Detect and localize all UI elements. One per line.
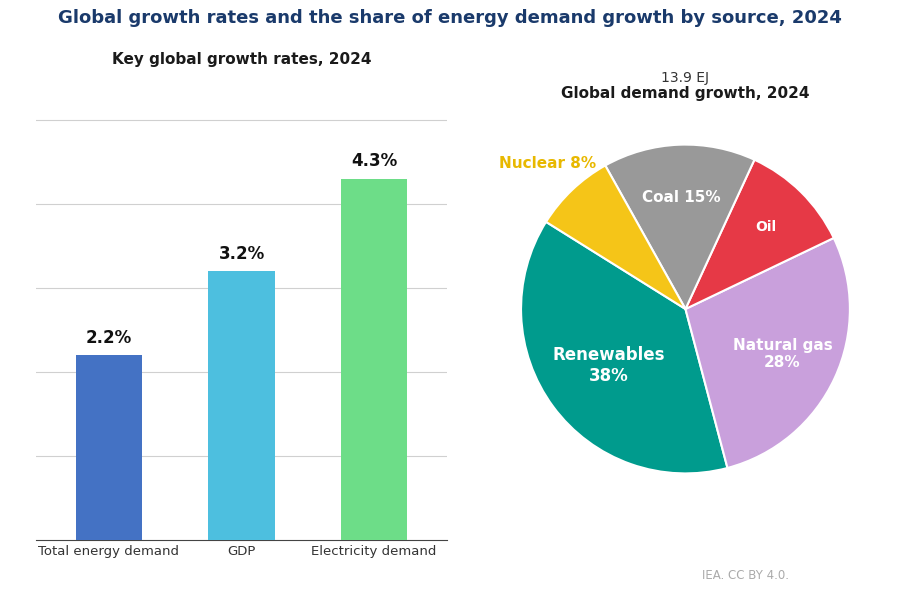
Wedge shape <box>521 222 727 473</box>
Wedge shape <box>546 166 686 309</box>
Text: Coal 15%: Coal 15% <box>642 190 721 205</box>
Bar <box>341 179 408 540</box>
Wedge shape <box>686 238 850 468</box>
Wedge shape <box>686 160 833 309</box>
Text: 4.3%: 4.3% <box>351 152 397 170</box>
Title: Global demand growth, 2024: Global demand growth, 2024 <box>562 86 810 101</box>
Text: Renewables
38%: Renewables 38% <box>553 346 665 385</box>
Bar <box>76 355 142 540</box>
Text: 3.2%: 3.2% <box>219 245 265 263</box>
Wedge shape <box>606 145 754 309</box>
Title: Key global growth rates, 2024: Key global growth rates, 2024 <box>112 52 372 67</box>
Text: 13.9 EJ: 13.9 EJ <box>662 71 709 85</box>
Text: Oil: Oil <box>756 220 777 234</box>
Text: Natural gas
28%: Natural gas 28% <box>733 338 832 370</box>
Text: 2.2%: 2.2% <box>86 329 132 347</box>
Bar <box>209 271 274 540</box>
Text: Global growth rates and the share of energy demand growth by source, 2024: Global growth rates and the share of ene… <box>58 9 842 27</box>
Text: Nuclear 8%: Nuclear 8% <box>499 156 596 171</box>
Text: IEA. CC BY 4.0.: IEA. CC BY 4.0. <box>702 569 789 582</box>
